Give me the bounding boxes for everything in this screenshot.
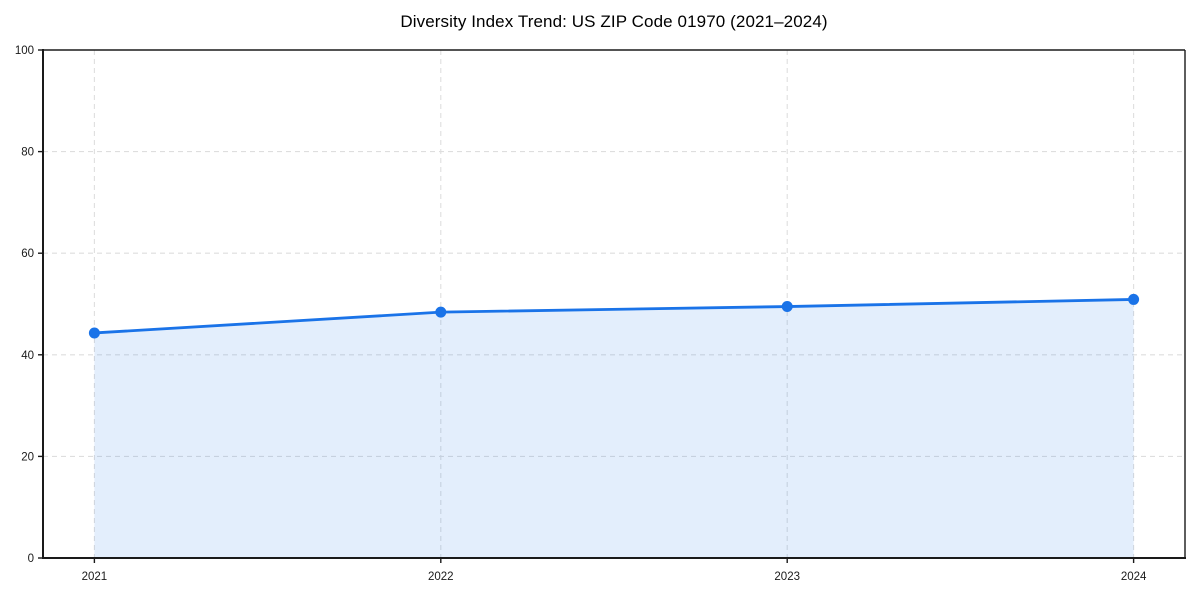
y-tick-label: 40 bbox=[21, 350, 34, 362]
trend-line bbox=[92, 298, 1136, 335]
x-tick-label: 2023 bbox=[774, 571, 800, 583]
x-tick-label: 2022 bbox=[428, 571, 454, 583]
x-tick-label: 2021 bbox=[82, 571, 108, 583]
y-tick-label: 20 bbox=[21, 451, 34, 463]
area-fill bbox=[94, 299, 1134, 558]
y-tick-label: 0 bbox=[28, 553, 34, 565]
data-point-2021 bbox=[88, 327, 100, 339]
data-point-2024 bbox=[1128, 293, 1140, 305]
data-point-2023 bbox=[781, 301, 793, 313]
y-tick-label: 80 bbox=[21, 147, 34, 159]
y-tick-label: 60 bbox=[21, 248, 34, 260]
x-tick-label: 2024 bbox=[1121, 571, 1147, 583]
chart-title: Diversity Index Trend: US ZIP Code 01970… bbox=[400, 12, 828, 31]
y-tick-label: 100 bbox=[15, 45, 34, 57]
data-point-2022 bbox=[435, 306, 447, 318]
